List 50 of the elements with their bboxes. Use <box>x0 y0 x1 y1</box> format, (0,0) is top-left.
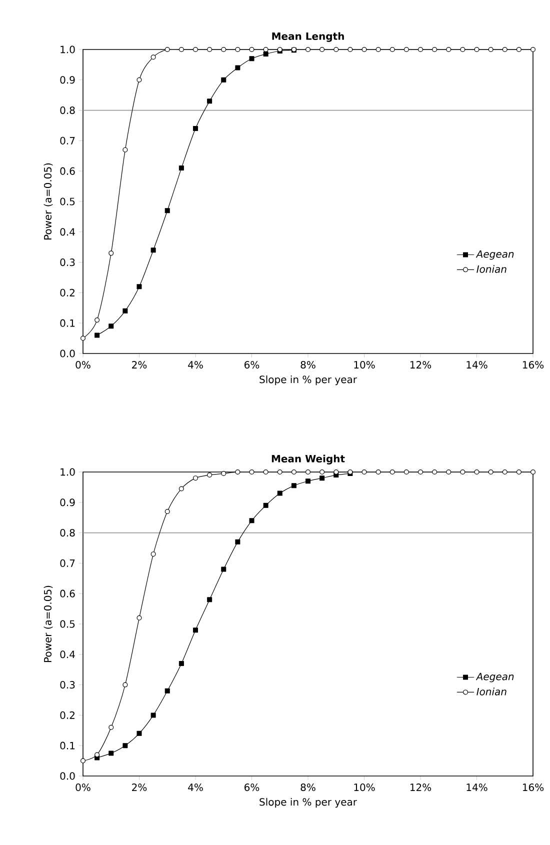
x-tick-label: 8% <box>300 784 316 792</box>
y-tick-label: 0.0 <box>60 772 75 780</box>
y-tick-label: 0.9 <box>60 76 75 84</box>
x-tick-label: 2% <box>132 784 147 792</box>
y-tick-label: 0.2 <box>60 711 74 719</box>
x-tick-label: 4% <box>188 361 203 369</box>
x-tick-label: 6% <box>244 784 260 792</box>
x-tick-label: 0% <box>76 361 90 369</box>
x-tick-label: 10% <box>354 361 375 369</box>
y-tick-label: 0.3 <box>60 258 75 266</box>
y-tick-label: 0.4 <box>60 228 75 236</box>
x-tick-label: 16% <box>522 361 544 369</box>
legend-label: Ionian <box>476 688 506 696</box>
x-axis-title: Slope in % per year <box>260 798 357 808</box>
chart-title: Mean Length <box>272 32 344 42</box>
chart-title: Mean Weight <box>272 454 345 464</box>
x-tick-label: 4% <box>188 784 203 792</box>
y-tick-label: 0.6 <box>60 590 75 598</box>
x-tick-label: 12% <box>410 361 432 369</box>
legend-label: Aegean <box>476 250 514 260</box>
legend-label: Ionian <box>476 265 506 273</box>
y-tick-label: 0.7 <box>60 136 75 144</box>
y-tick-label: 0.3 <box>60 681 75 689</box>
y-tick-label: 0.1 <box>60 319 75 327</box>
x-tick-label: 2% <box>132 361 147 369</box>
y-tick-label: 0.5 <box>60 198 75 206</box>
x-tick-label: 14% <box>466 784 488 792</box>
y-tick-label: 1.0 <box>60 46 75 54</box>
y-tick-label: 0.1 <box>60 742 75 750</box>
x-tick-label: 16% <box>522 784 544 792</box>
y-tick-label: 0.9 <box>60 498 75 506</box>
x-tick-label: 14% <box>466 361 488 369</box>
y-tick-label: 0.4 <box>60 650 75 658</box>
y-tick-label: 0.0 <box>60 350 75 358</box>
y-tick-label: 0.6 <box>60 167 75 175</box>
y-tick-label: 1.0 <box>60 468 75 476</box>
y-axis-title: Power (a=0.05) <box>44 163 53 240</box>
x-axis-title: Slope in % per year <box>260 375 357 386</box>
x-tick-label: 6% <box>244 361 260 369</box>
x-tick-label: 0% <box>76 784 90 792</box>
y-tick-label: 0.5 <box>60 620 75 628</box>
y-tick-label: 0.8 <box>60 106 75 114</box>
legend-label: Aegean <box>476 672 514 682</box>
x-tick-label: 12% <box>410 784 432 792</box>
x-tick-label: 8% <box>300 361 316 369</box>
y-tick-label: 0.2 <box>60 288 74 296</box>
y-tick-label: 0.7 <box>60 559 75 567</box>
y-tick-label: 0.8 <box>60 529 75 537</box>
x-tick-label: 10% <box>354 784 375 792</box>
y-axis-title: Power (a=0.05) <box>44 586 53 662</box>
